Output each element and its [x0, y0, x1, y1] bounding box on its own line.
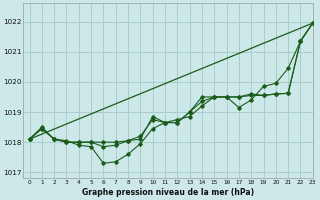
X-axis label: Graphe pression niveau de la mer (hPa): Graphe pression niveau de la mer (hPa)	[82, 188, 254, 197]
